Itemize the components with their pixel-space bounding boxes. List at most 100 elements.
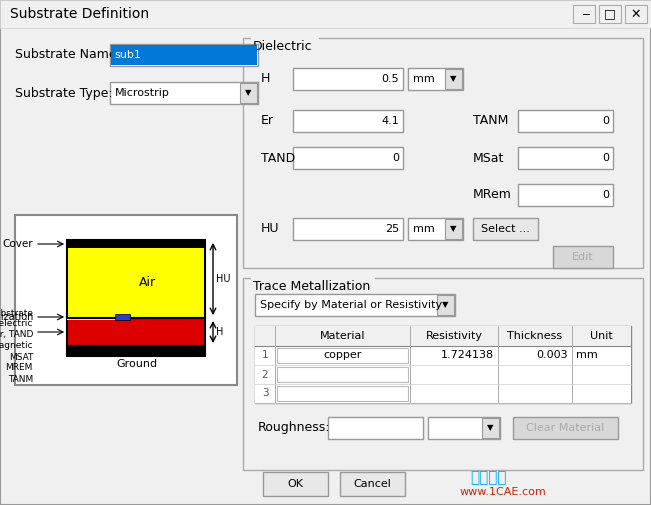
Text: Substrate: Substrate xyxy=(0,309,33,318)
Text: ▼: ▼ xyxy=(487,424,493,432)
Bar xyxy=(255,384,631,403)
Bar xyxy=(599,5,621,23)
Text: ✕: ✕ xyxy=(631,8,641,21)
Text: 1: 1 xyxy=(262,350,268,361)
Bar xyxy=(340,472,405,496)
Bar xyxy=(255,294,455,316)
Bar xyxy=(482,418,499,438)
Text: www.1CAE.com: www.1CAE.com xyxy=(460,487,547,497)
Text: mm: mm xyxy=(576,350,598,361)
Text: □: □ xyxy=(604,8,616,21)
Text: Substrate Type:: Substrate Type: xyxy=(15,86,113,99)
Bar xyxy=(518,184,613,206)
Bar xyxy=(67,240,205,248)
Text: Cancel: Cancel xyxy=(353,479,391,489)
Text: Material: Material xyxy=(320,331,365,341)
Bar xyxy=(445,219,462,239)
Bar xyxy=(277,348,408,363)
Text: Trace Metallization: Trace Metallization xyxy=(253,280,370,293)
Bar xyxy=(293,147,403,169)
Text: 4.1: 4.1 xyxy=(381,116,399,126)
Text: ─: ─ xyxy=(583,9,589,19)
Text: H: H xyxy=(216,327,223,337)
Text: Metallization: Metallization xyxy=(0,312,33,322)
Text: 25: 25 xyxy=(385,224,399,234)
Bar xyxy=(251,277,375,281)
Text: Select ...: Select ... xyxy=(481,224,530,234)
Bar xyxy=(255,326,631,403)
Text: 0: 0 xyxy=(602,116,609,126)
Text: Substrate Name:: Substrate Name: xyxy=(15,48,121,62)
Bar xyxy=(67,346,205,356)
Bar xyxy=(445,69,462,89)
Bar xyxy=(0,0,651,28)
Text: 1.724138: 1.724138 xyxy=(441,350,494,361)
Text: mm: mm xyxy=(413,224,435,234)
Text: mm: mm xyxy=(413,74,435,84)
Bar xyxy=(518,147,613,169)
Text: Specify by Material or Resistivity: Specify by Material or Resistivity xyxy=(260,300,442,310)
Bar xyxy=(428,417,500,439)
Bar xyxy=(293,218,403,240)
Text: ▼: ▼ xyxy=(245,88,251,97)
Text: TANM: TANM xyxy=(473,115,508,127)
Bar xyxy=(625,5,647,23)
Text: OK: OK xyxy=(288,479,303,489)
Bar xyxy=(263,472,328,496)
Bar xyxy=(243,278,643,470)
Bar xyxy=(67,346,205,356)
Text: 0.003: 0.003 xyxy=(536,350,568,361)
Bar xyxy=(293,110,403,132)
Bar xyxy=(240,83,257,103)
Bar xyxy=(437,295,454,315)
Bar xyxy=(243,38,643,268)
Text: Air: Air xyxy=(139,277,156,289)
Text: 0.5: 0.5 xyxy=(381,74,399,84)
Text: ▼: ▼ xyxy=(442,300,449,310)
Text: MSat: MSat xyxy=(473,152,505,165)
Bar xyxy=(553,246,613,268)
Bar xyxy=(115,314,130,320)
Text: sub1: sub1 xyxy=(114,50,141,60)
Text: 0: 0 xyxy=(602,190,609,200)
Bar xyxy=(67,318,205,346)
Text: Ground: Ground xyxy=(117,359,158,369)
Text: HU: HU xyxy=(261,223,279,235)
Bar xyxy=(473,218,538,240)
Text: MRem: MRem xyxy=(473,188,512,201)
Text: HU: HU xyxy=(216,274,230,284)
Text: 0: 0 xyxy=(602,153,609,163)
Bar xyxy=(110,82,258,104)
Bar xyxy=(67,248,205,318)
Text: Cover: Cover xyxy=(3,239,33,249)
Text: ▼: ▼ xyxy=(450,225,456,233)
Text: TANM: TANM xyxy=(8,375,33,383)
Text: Unit: Unit xyxy=(590,331,613,341)
Bar xyxy=(408,68,463,90)
Bar xyxy=(277,367,408,382)
Text: Dielectric: Dielectric xyxy=(0,320,33,328)
Text: H: H xyxy=(261,73,270,85)
Text: Edit: Edit xyxy=(572,252,594,262)
Text: 仿真在线: 仿真在线 xyxy=(470,471,506,485)
Text: 3: 3 xyxy=(262,388,268,398)
Bar xyxy=(251,37,319,41)
Bar xyxy=(67,314,127,320)
Text: Dielectric: Dielectric xyxy=(253,40,312,53)
Text: Substrate Definition: Substrate Definition xyxy=(10,7,149,21)
Text: Roughness:: Roughness: xyxy=(258,422,331,434)
Bar xyxy=(328,417,423,439)
Text: Microstrip: Microstrip xyxy=(115,88,170,98)
Bar xyxy=(573,5,595,23)
Text: ▼: ▼ xyxy=(450,75,456,83)
Text: MSAT: MSAT xyxy=(8,352,33,362)
Text: MREM: MREM xyxy=(6,364,33,373)
Text: Magnetic: Magnetic xyxy=(0,341,33,350)
Bar xyxy=(255,346,631,365)
Text: Thickness: Thickness xyxy=(507,331,562,341)
Bar xyxy=(518,110,613,132)
Bar xyxy=(255,326,631,346)
Text: Er: Er xyxy=(261,115,274,127)
Text: TAND: TAND xyxy=(261,152,296,165)
Bar xyxy=(293,68,403,90)
